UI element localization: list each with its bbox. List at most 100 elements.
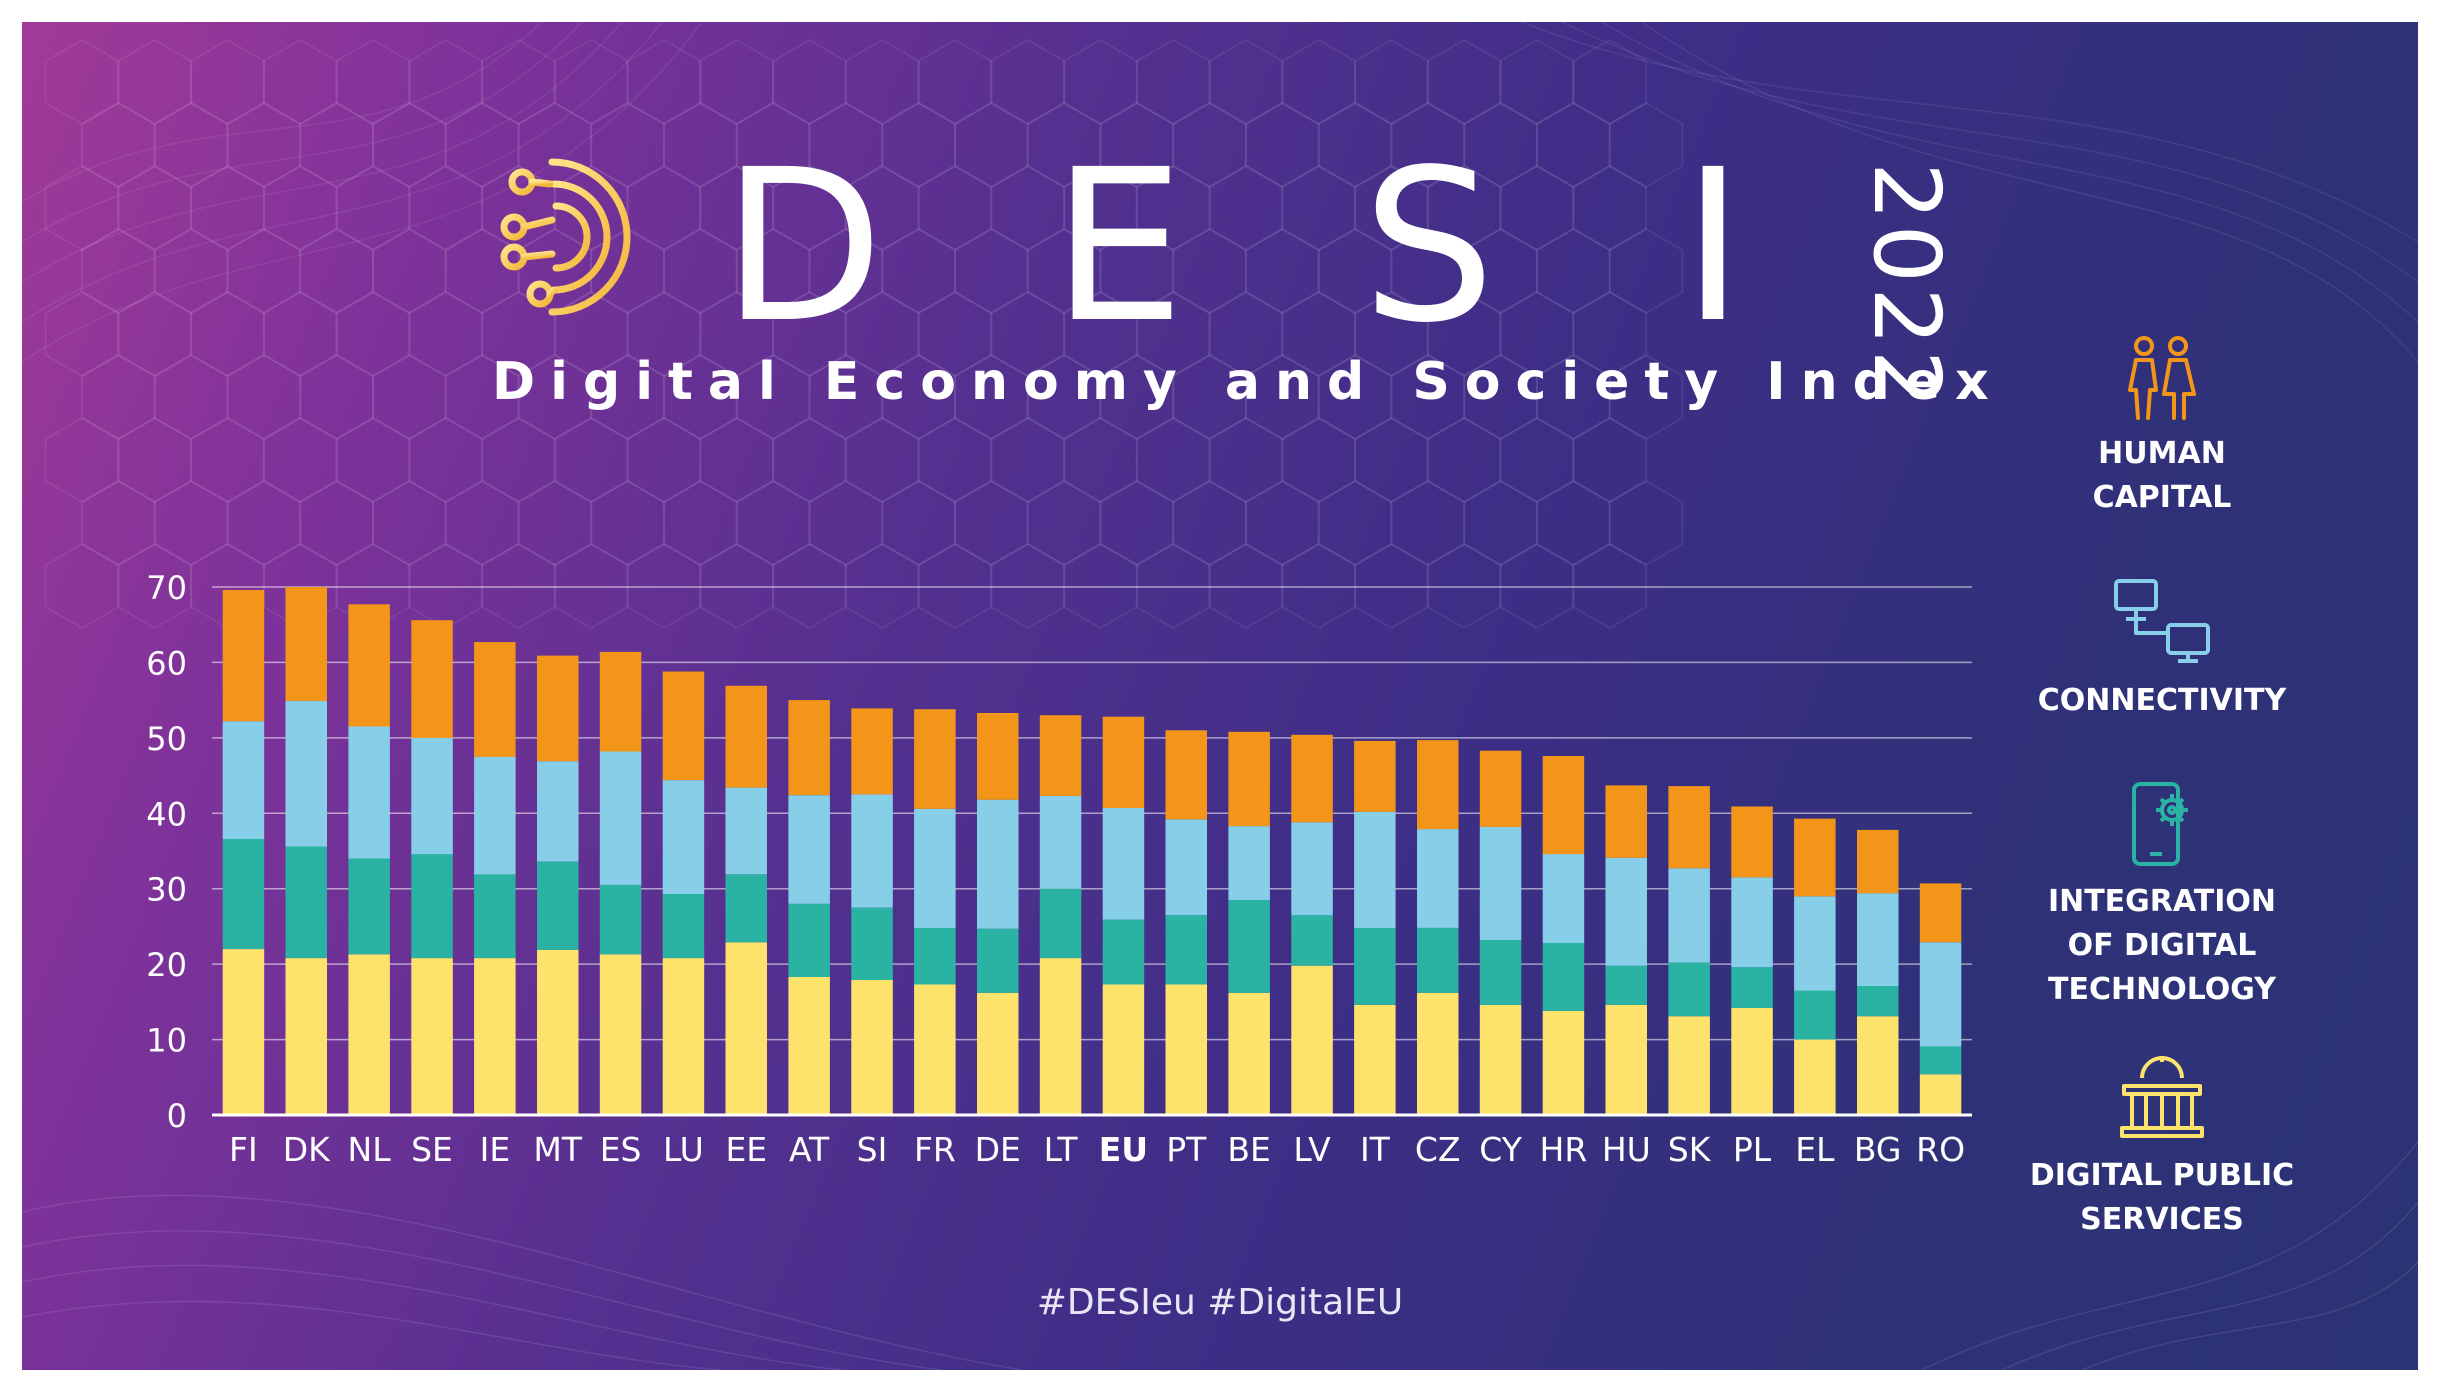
bar-segment (1605, 785, 1647, 858)
x-tick-label: PT (1166, 1130, 1207, 1169)
x-tick-label: IT (1360, 1130, 1391, 1169)
hexagon (481, 416, 556, 504)
hexagon (1499, 416, 1575, 504)
x-tick-label: CZ (1415, 1130, 1461, 1169)
hexagon (772, 164, 847, 252)
hexagon (1172, 479, 1247, 567)
x-tick-label: AT (789, 1130, 830, 1169)
hexagon (917, 416, 993, 504)
bar-segment (599, 954, 642, 1115)
hexagon (1281, 164, 1357, 252)
hexagon (990, 164, 1066, 252)
hexagon (1499, 38, 1575, 126)
x-tick-label: SI (857, 1130, 888, 1169)
bar-segment (285, 587, 327, 701)
hexagon (1499, 164, 1575, 252)
hexagon (1354, 164, 1429, 252)
mesh-wave-bottom-right (1921, 1141, 2418, 1370)
hexagon (1281, 542, 1357, 630)
hexagon (1317, 101, 1393, 189)
hexagon (1608, 479, 1684, 567)
hexagon (1535, 101, 1611, 189)
hexagon (1244, 227, 1320, 315)
hexagon (844, 290, 920, 378)
bar-segment (1542, 1010, 1585, 1115)
hexagon (1099, 227, 1175, 315)
bar-segment (1228, 992, 1270, 1115)
hexagon (590, 353, 665, 441)
people-icon (2128, 336, 2196, 420)
hexagon (1172, 353, 1247, 441)
hexagon (699, 164, 775, 252)
bar-segment (1417, 740, 1459, 830)
bar-segment (411, 854, 453, 959)
hexagon (517, 353, 593, 441)
hexagon (626, 542, 702, 630)
hexagon (517, 479, 593, 567)
hexagon (81, 353, 156, 441)
bar-segment (1228, 826, 1270, 900)
hexagon (917, 164, 993, 252)
bar-segment (662, 894, 705, 959)
hexagon (1244, 353, 1320, 441)
bar-segment (285, 846, 327, 959)
hexagon (1608, 353, 1684, 441)
hexagon (153, 227, 229, 315)
hexagon (917, 38, 993, 126)
bar-segment (1039, 888, 1082, 959)
legend-human-capital: HUMAN CAPITAL (2022, 332, 2302, 520)
bar-segment (851, 907, 893, 980)
bar-segment (851, 980, 893, 1115)
bar-segment (222, 590, 265, 722)
bar-segment (348, 726, 390, 859)
x-tick-label: EE (725, 1130, 767, 1169)
hexagon (699, 38, 775, 126)
x-tick-label: IE (480, 1130, 511, 1169)
hexagon (299, 479, 374, 567)
hexagon (1499, 290, 1575, 378)
hashtags: #DESIeu #DigitalEU (1036, 1282, 1404, 1323)
bar-segment (725, 787, 767, 875)
hexagon (1099, 101, 1175, 189)
bar-segment (662, 958, 705, 1115)
hexagon (1063, 164, 1138, 252)
bar-segment (725, 685, 767, 788)
bar-segment (1731, 877, 1773, 968)
hexagon (626, 290, 702, 378)
hexagon (372, 227, 447, 315)
hexagon (190, 164, 265, 252)
bar-segment (1354, 1004, 1396, 1115)
bar-segment (1417, 927, 1459, 993)
y-tick-label: 0 (167, 1097, 187, 1135)
hexagon (1390, 101, 1466, 189)
subtitle: Digital Economy and Society Index (492, 352, 2004, 412)
background-decoration (22, 22, 2418, 1370)
hexagon (117, 290, 193, 378)
title-letter-e: E (1052, 124, 1185, 369)
hexagon (262, 38, 338, 126)
hexagon (735, 479, 811, 567)
hexagon (1208, 290, 1284, 378)
bar-segment (788, 903, 830, 977)
bar-segment (1731, 806, 1773, 878)
hexagon (990, 542, 1066, 630)
bar-segment (285, 958, 327, 1115)
hexagon (1281, 38, 1357, 126)
bar-segment (1354, 740, 1396, 812)
hexagon (990, 38, 1066, 126)
hexagon (44, 38, 120, 126)
bar-segment (474, 642, 516, 757)
bar-segment (222, 721, 265, 839)
hexagon (881, 101, 956, 189)
hexagon (1463, 353, 1538, 441)
hexagon (1063, 416, 1138, 504)
hexagon (1354, 416, 1429, 504)
bar-segment (537, 655, 579, 762)
hexagon (735, 227, 811, 315)
hexagon (590, 479, 665, 567)
bar-segment (1857, 1016, 1899, 1115)
hexagon (1354, 38, 1429, 126)
x-tick-label: LV (1293, 1130, 1331, 1169)
hexagon (1063, 290, 1138, 378)
legend-label-connectivity: CONNECTIVITY (2037, 683, 2287, 718)
